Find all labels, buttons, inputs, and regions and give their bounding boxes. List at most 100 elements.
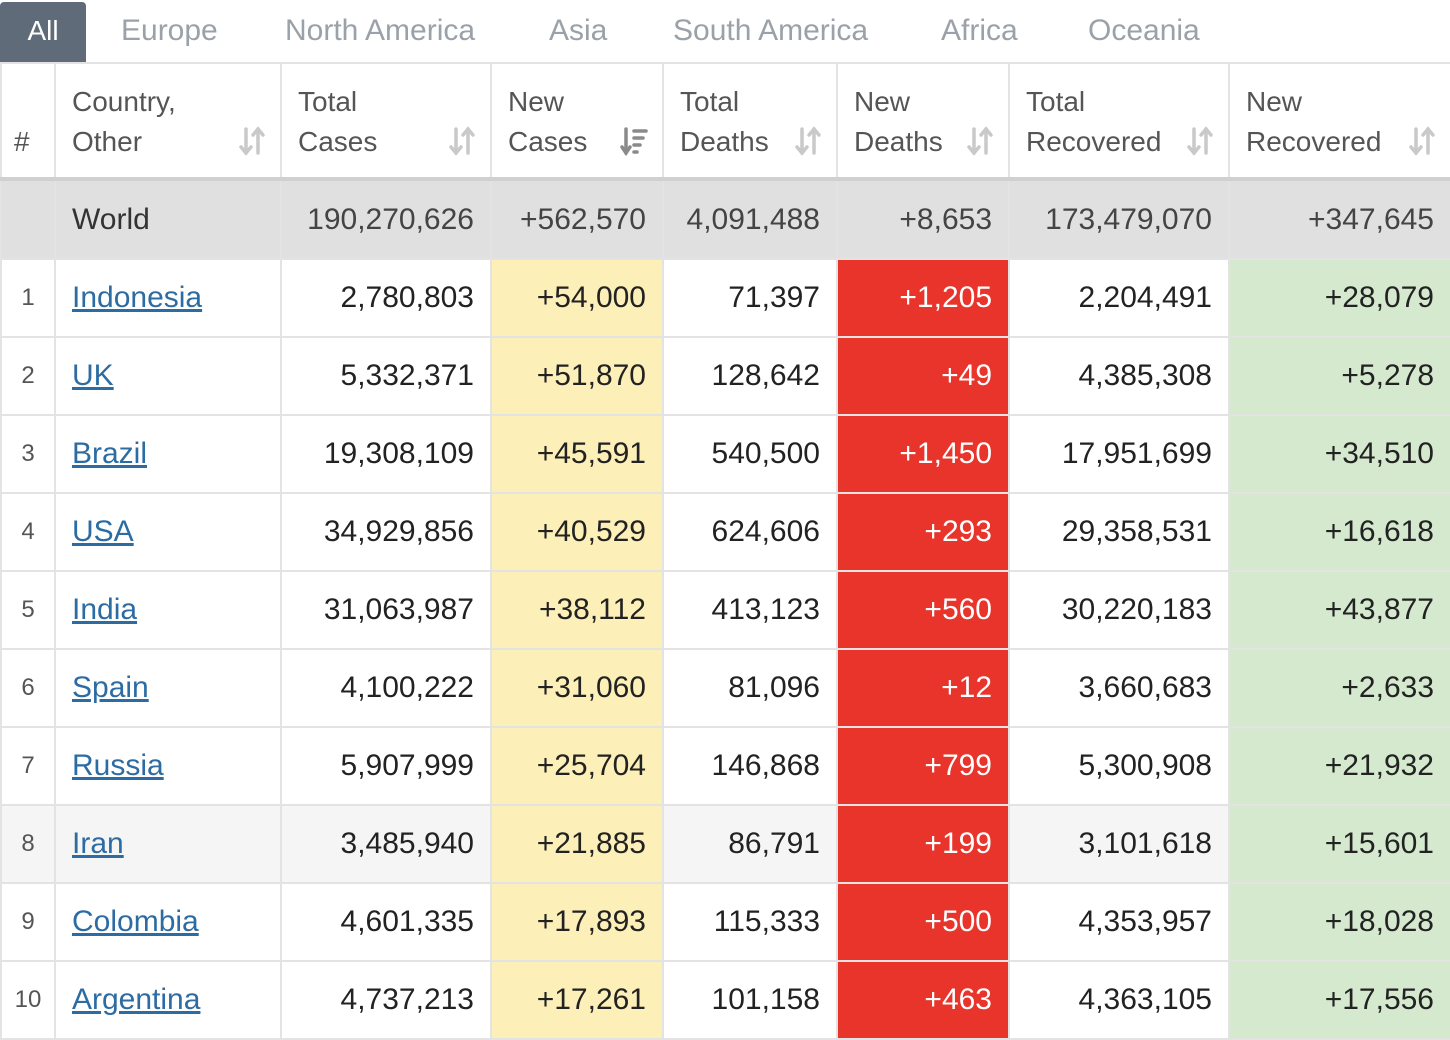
new-deaths-cell: +199	[836, 804, 1010, 884]
tab-all[interactable]: All	[0, 2, 86, 62]
header-country-label: Country, Other	[72, 86, 176, 157]
table-row: 8 Iran 3,485,940 +21,885 86,791 +199 3,1…	[0, 804, 1450, 884]
table-row: 6 Spain 4,100,222 +31,060 81,096 +12 3,6…	[0, 648, 1450, 728]
new-cases-cell: +17,893	[490, 882, 664, 962]
sort-arrows-icon[interactable]	[1186, 125, 1214, 157]
country-cell: USA	[54, 492, 282, 572]
sort-arrows-icon[interactable]	[1408, 125, 1436, 157]
total-recovered-cell: 4,353,957	[1008, 882, 1230, 962]
country-cell: UK	[54, 336, 282, 416]
country-link[interactable]: Indonesia	[72, 281, 203, 314]
total-deaths-cell: 413,123	[662, 570, 838, 650]
rank-cell: 9	[0, 882, 56, 962]
country-link[interactable]: Argentina	[72, 983, 201, 1016]
new-cases-cell: +25,704	[490, 726, 664, 806]
total-recovered-cell: 4,363,105	[1008, 960, 1230, 1040]
sort-arrows-icon[interactable]	[238, 125, 266, 157]
total-recovered-cell: 3,660,683	[1008, 648, 1230, 728]
total-recovered-cell: 29,358,531	[1008, 492, 1230, 572]
sort-arrows-icon[interactable]	[448, 125, 476, 157]
new-recovered-cell: +16,618	[1228, 492, 1450, 572]
world-total-row: World 190,270,626 +562,570 4,091,488 +8,…	[0, 178, 1450, 260]
country-link[interactable]: Russia	[72, 749, 164, 782]
table-row: 4 USA 34,929,856 +40,529 624,606 +293 29…	[0, 492, 1450, 572]
rank-cell: 5	[0, 570, 56, 650]
new-recovered-cell: +34,510	[1228, 414, 1450, 494]
header-country[interactable]: Country, Other	[54, 62, 282, 181]
header-new-cases[interactable]: New Cases	[490, 62, 664, 181]
total-cases-cell: 5,332,371	[280, 336, 492, 416]
country-link[interactable]: USA	[72, 515, 134, 548]
table-row: 10 Argentina 4,737,213 +17,261 101,158 +…	[0, 960, 1450, 1040]
sort-arrows-icon[interactable]	[794, 125, 822, 157]
new-deaths-cell: +500	[836, 882, 1010, 962]
table-row: 5 India 31,063,987 +38,112 413,123 +560 …	[0, 570, 1450, 650]
sort-arrows-icon[interactable]	[966, 125, 994, 157]
new-cases-cell: +54,000	[490, 258, 664, 338]
new-deaths-cell: +293	[836, 492, 1010, 572]
country-link[interactable]: Colombia	[72, 905, 199, 938]
new-cases-cell: +31,060	[490, 648, 664, 728]
header-total-deaths[interactable]: Total Deaths	[662, 62, 838, 181]
table-row: 1 Indonesia 2,780,803 +54,000 71,397 +1,…	[0, 258, 1450, 338]
new-deaths-cell: +799	[836, 726, 1010, 806]
new-recovered-cell: +43,877	[1228, 570, 1450, 650]
rank-cell: 10	[0, 960, 56, 1040]
new-deaths-cell: +49	[836, 336, 1010, 416]
new-recovered-cell: +18,028	[1228, 882, 1450, 962]
country-link[interactable]: India	[72, 593, 138, 626]
total-cases-cell: 34,929,856	[280, 492, 492, 572]
total-cases-cell: 4,737,213	[280, 960, 492, 1040]
rank-cell: 8	[0, 804, 56, 884]
header-new-deaths[interactable]: New Deaths	[836, 62, 1010, 181]
rank-cell: 6	[0, 648, 56, 728]
world-total-recovered: 173,479,070	[1008, 178, 1230, 260]
header-row: # Country, Other Total Cases	[0, 62, 1450, 181]
total-recovered-cell: 2,204,491	[1008, 258, 1230, 338]
header-total-deaths-label: Total Deaths	[680, 86, 769, 157]
country-link[interactable]: Spain	[72, 671, 149, 704]
country-link[interactable]: Iran	[72, 827, 124, 860]
total-deaths-cell: 71,397	[662, 258, 838, 338]
tab-asia[interactable]: Asia	[549, 14, 608, 47]
new-deaths-cell: +560	[836, 570, 1010, 650]
country-cell: Brazil	[54, 414, 282, 494]
tab-africa[interactable]: Africa	[941, 14, 1018, 47]
world-new-cases: +562,570	[490, 178, 664, 260]
sort-desc-icon[interactable]	[620, 125, 648, 157]
header-total-recovered[interactable]: Total Recovered	[1008, 62, 1230, 181]
new-cases-cell: +40,529	[490, 492, 664, 572]
header-new-recovered[interactable]: New Recovered	[1228, 62, 1450, 181]
tab-oceania[interactable]: Oceania	[1088, 14, 1200, 47]
total-recovered-cell: 17,951,699	[1008, 414, 1230, 494]
new-recovered-cell: +17,556	[1228, 960, 1450, 1040]
new-cases-cell: +38,112	[490, 570, 664, 650]
new-deaths-cell: +12	[836, 648, 1010, 728]
world-new-recovered: +347,645	[1228, 178, 1450, 260]
header-total-cases[interactable]: Total Cases	[280, 62, 492, 181]
new-recovered-cell: +15,601	[1228, 804, 1450, 884]
total-cases-cell: 4,601,335	[280, 882, 492, 962]
header-total-cases-label: Total Cases	[298, 86, 378, 157]
header-rank[interactable]: #	[0, 62, 56, 181]
tab-north-america[interactable]: North America	[285, 14, 476, 47]
new-deaths-cell: +1,205	[836, 258, 1010, 338]
country-cell: India	[54, 570, 282, 650]
total-cases-cell: 3,485,940	[280, 804, 492, 884]
country-link[interactable]: Brazil	[72, 437, 148, 470]
new-recovered-cell: +5,278	[1228, 336, 1450, 416]
header-new-recovered-label: New Recovered	[1246, 86, 1382, 157]
tab-europe[interactable]: Europe	[121, 14, 218, 47]
country-link[interactable]: UK	[72, 359, 114, 392]
total-recovered-cell: 5,300,908	[1008, 726, 1230, 806]
new-cases-cell: +21,885	[490, 804, 664, 884]
tab-south-america[interactable]: South America	[673, 14, 869, 47]
total-deaths-cell: 128,642	[662, 336, 838, 416]
total-recovered-cell: 4,385,308	[1008, 336, 1230, 416]
country-cell: Colombia	[54, 882, 282, 962]
new-cases-cell: +45,591	[490, 414, 664, 494]
total-recovered-cell: 30,220,183	[1008, 570, 1230, 650]
country-cell: Russia	[54, 726, 282, 806]
table-row: 9 Colombia 4,601,335 +17,893 115,333 +50…	[0, 882, 1450, 962]
new-recovered-cell: +28,079	[1228, 258, 1450, 338]
